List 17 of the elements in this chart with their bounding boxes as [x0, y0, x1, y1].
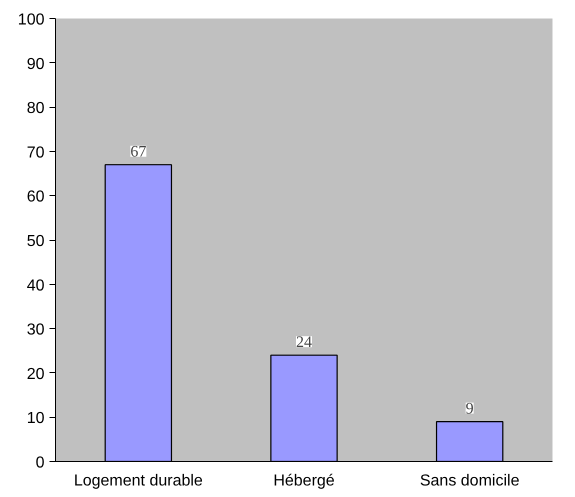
x-tick-label: Hébergé: [273, 472, 335, 490]
data-label: 67: [130, 144, 146, 161]
y-tick-label: 60: [26, 188, 45, 206]
x-tick-label: Logement durable: [74, 472, 203, 490]
y-tick-label: 90: [26, 56, 45, 73]
y-tick-label: 70: [26, 144, 45, 162]
y-tick-label: 50: [26, 233, 45, 250]
data-label: 9: [466, 400, 474, 418]
y-tick-label: 0: [36, 454, 45, 472]
data-label: 24: [296, 334, 312, 352]
y-tick-label: 100: [18, 12, 45, 28]
y-tick-label: 20: [26, 366, 45, 383]
y-tick-label: 10: [26, 410, 45, 428]
y-tick-label: 40: [26, 277, 45, 294]
x-tick-label: Sans domicile: [420, 472, 520, 490]
y-tick-label: 80: [26, 100, 45, 118]
y-tick-label: 30: [26, 322, 45, 339]
